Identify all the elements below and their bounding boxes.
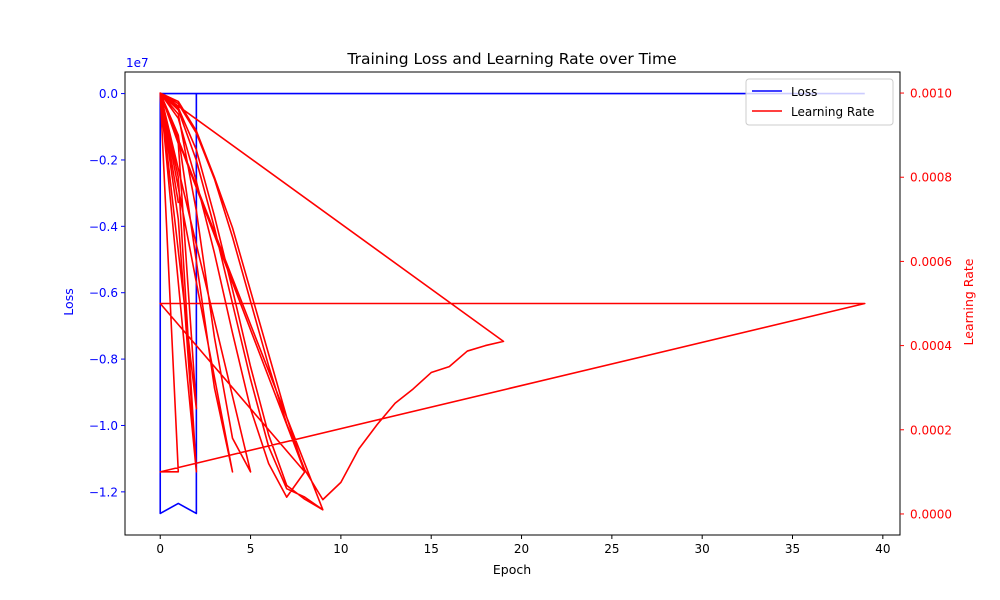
left-tick-label: −0.4	[89, 220, 118, 234]
axes-frame	[124, 71, 901, 536]
right-tick-label: 0.0000	[910, 507, 952, 521]
right-tick-label: 0.0010	[910, 87, 952, 101]
x-tick-label: 35	[785, 542, 800, 556]
left-tick-label: −0.8	[89, 353, 118, 367]
right-axis-label: Learning Rate	[961, 258, 976, 345]
x-tick-label: 5	[247, 542, 255, 556]
series-line-learning-rate	[159, 92, 866, 511]
left-tick-label: −1.2	[89, 485, 118, 499]
legend-learning-rate-label: Learning Rate	[791, 105, 874, 119]
right-tick-label: 0.0004	[910, 339, 952, 353]
axes: 0 5 10 15 20 25 30 35 40 0.0 −0.2 −0.4 −0.6 −0.8 −1.0 −…	[89, 71, 952, 556]
x-tick-label: 40	[875, 542, 890, 556]
legend-loss-label: Loss	[791, 85, 817, 99]
chart-title: Training Loss and Learning Rate over Tim…	[346, 50, 676, 68]
x-tick-label: 15	[424, 542, 439, 556]
plot-area	[159, 92, 866, 515]
legend-box	[745, 78, 894, 126]
right-tick-label: 0.0002	[910, 423, 952, 437]
x-tick-label: 10	[333, 542, 348, 556]
x-tick-label: 20	[514, 542, 529, 556]
left-axis-offset-label: 1e7	[126, 56, 149, 70]
x-tick-label: 30	[695, 542, 710, 556]
left-axis-label: Loss	[61, 288, 76, 315]
x-axis-label: Epoch	[493, 562, 531, 577]
right-tick-label: 0.0008	[910, 171, 952, 185]
left-tick-label: −0.2	[89, 153, 118, 167]
x-tick-label: 25	[604, 542, 619, 556]
right-tick-label: 0.0006	[910, 255, 952, 269]
left-tick-label: 0.0	[99, 87, 118, 101]
x-tick-label: 0	[156, 542, 164, 556]
left-tick-label: −0.6	[89, 286, 118, 300]
left-tick-label: −1.0	[89, 419, 118, 433]
legend: Loss Learning Rate	[745, 78, 894, 126]
